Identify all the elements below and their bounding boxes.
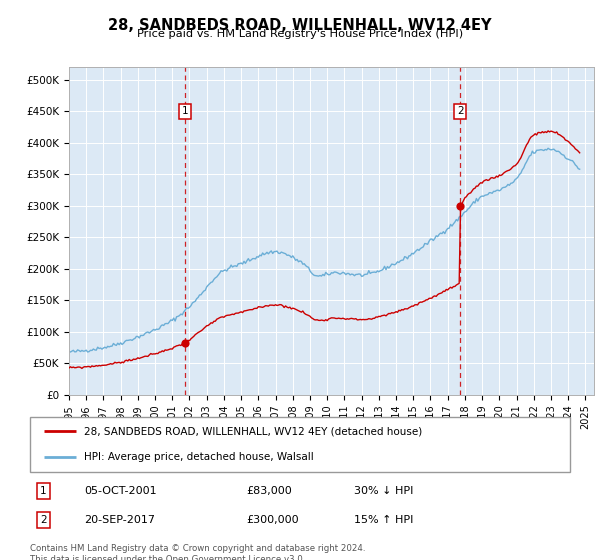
Text: 20-SEP-2017: 20-SEP-2017: [84, 515, 155, 525]
Text: Price paid vs. HM Land Registry's House Price Index (HPI): Price paid vs. HM Land Registry's House …: [137, 29, 463, 39]
FancyBboxPatch shape: [30, 417, 570, 472]
Point: [455, 202, 465, 211]
Text: £83,000: £83,000: [246, 486, 292, 496]
Point: [181, 338, 190, 347]
Text: 1: 1: [182, 106, 188, 116]
Text: 28, SANDBEDS ROAD, WILLENHALL, WV12 4EY (detached house): 28, SANDBEDS ROAD, WILLENHALL, WV12 4EY …: [84, 427, 422, 436]
Text: HPI: Average price, detached house, Walsall: HPI: Average price, detached house, Wals…: [84, 452, 314, 461]
Text: 15% ↑ HPI: 15% ↑ HPI: [354, 515, 413, 525]
Text: 30% ↓ HPI: 30% ↓ HPI: [354, 486, 413, 496]
Text: £300,000: £300,000: [246, 515, 299, 525]
Text: 05-OCT-2001: 05-OCT-2001: [84, 486, 157, 496]
Text: 2: 2: [40, 515, 47, 525]
Text: 1: 1: [40, 486, 47, 496]
Text: Contains HM Land Registry data © Crown copyright and database right 2024.
This d: Contains HM Land Registry data © Crown c…: [30, 544, 365, 560]
Text: 28, SANDBEDS ROAD, WILLENHALL, WV12 4EY: 28, SANDBEDS ROAD, WILLENHALL, WV12 4EY: [108, 18, 492, 33]
Text: 2: 2: [457, 106, 463, 116]
